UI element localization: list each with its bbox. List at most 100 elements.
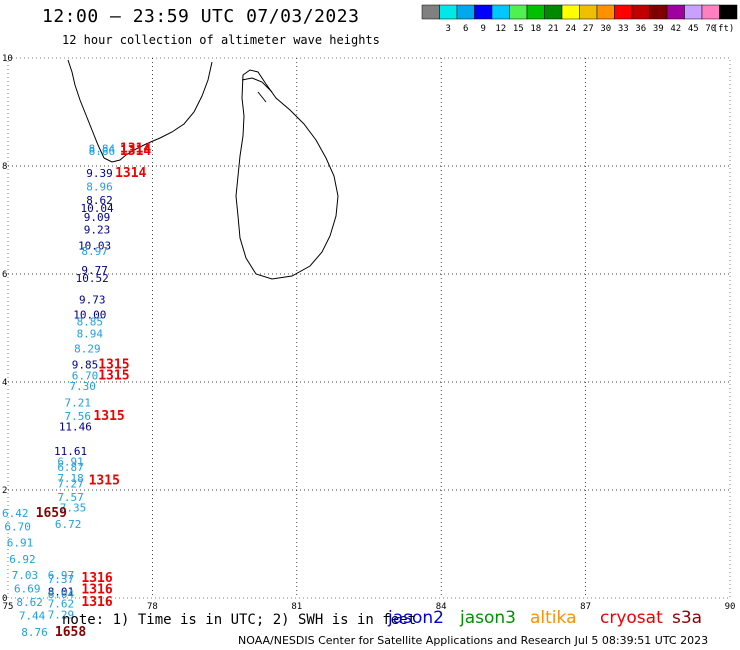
wave-height-label: 8.97	[81, 245, 108, 258]
wave-height-label: 9.23	[84, 224, 111, 237]
pass-time-label: 1315	[98, 368, 129, 383]
satellite-altika: altika	[530, 608, 577, 628]
wave-height-label: 7.57	[57, 491, 84, 504]
colorbar-bin	[719, 4, 738, 20]
colorbar-label: 6	[463, 24, 468, 34]
pass-time-label: 1315	[93, 409, 124, 424]
wave-height-label: 9.77	[81, 264, 108, 277]
colorbar-label: 42	[670, 24, 681, 34]
wave-height-label: 10.00	[73, 308, 106, 321]
wave-height-label: 8.85	[77, 315, 104, 328]
wave-height-label: 7.56	[65, 410, 92, 423]
wave-height-label: 11.46	[59, 421, 92, 434]
y-tick-label: 6	[2, 270, 7, 280]
wave-height-label: 6.92	[9, 553, 36, 566]
wave-height-label: 8.76	[21, 626, 48, 639]
pass-time-label: 1316	[81, 571, 112, 586]
wave-height-label: 10.52	[76, 272, 109, 285]
y-tick-label: 8	[2, 162, 7, 172]
wave-height-label: 8.01	[48, 585, 75, 598]
axis-labels: 75 78 81 84 87 90 0 2 4 6 8 10	[2, 54, 735, 612]
wave-height-label: 8.84	[89, 143, 116, 156]
color-legend: 3 6 9 12 15 18 21 24 27 30 33 36 39 42 45 70(ft)	[421, 4, 738, 34]
wave-height-label: 8.04	[48, 588, 75, 601]
x-tick-label: 78	[147, 602, 158, 612]
colorbar-label: 21	[548, 24, 559, 34]
pass-time-label: 1316	[81, 583, 112, 598]
satellite-jason3: jason3	[460, 608, 516, 628]
y-tick-label: 10	[2, 54, 13, 64]
colorbar-label: 70	[705, 24, 716, 34]
pass-time-label: 1314	[115, 166, 146, 181]
pass-time-label: 1315	[89, 474, 120, 489]
wave-height-label: 6.70	[4, 521, 31, 534]
wave-height-label: 8.29	[74, 342, 101, 355]
wave-height-label: 11.61	[54, 445, 87, 458]
x-tick-label: 81	[291, 602, 302, 612]
wave-height-label: 9.09	[84, 211, 111, 224]
satellite-s3a: s3a	[672, 608, 703, 628]
wave-height-label: 7.62	[48, 598, 75, 611]
colorbar-label: 24	[565, 24, 576, 34]
jaffna-coast	[241, 77, 273, 103]
wave-height-label: 10.03	[78, 240, 111, 253]
colorbar-label: 45	[688, 24, 699, 34]
credit-line: NOAA/NESDIS Center for Satellite Applica…	[238, 634, 709, 647]
colorbar-label: 3	[446, 24, 451, 34]
colorbar-label: 15	[513, 24, 524, 34]
wave-height-label: 6.91	[57, 456, 84, 469]
sri-lanka-coastline	[235, 69, 339, 280]
wave-height-label: 6.91	[7, 537, 34, 550]
wave-height-label: 8.62	[16, 596, 43, 609]
wave-height-label: 7.03	[12, 569, 39, 582]
x-tick-label: 87	[580, 602, 591, 612]
footnote: note: 1) Time is in UTC; 2) SWH is in fe…	[62, 612, 417, 628]
wave-height-label: 6.72	[55, 518, 82, 531]
y-tick-label: 2	[2, 486, 7, 496]
wave-height-label: 6.42	[2, 507, 29, 520]
wave-height-label: 7.30	[69, 380, 96, 393]
wave-height-label: 9.73	[79, 294, 106, 307]
map-title: 12:00 – 23:59 UTC 07/03/2023	[42, 6, 360, 27]
colorbar-label: 33	[618, 24, 629, 34]
colorbar-label: 27	[583, 24, 594, 34]
pass-time-label: 1315	[98, 358, 129, 373]
wave-height-label: 7.29	[48, 609, 75, 622]
wave-height-label: 8.94	[77, 328, 104, 341]
pass-time-label: 1658	[55, 625, 86, 640]
satellite-cryosat: cryosat	[600, 608, 663, 628]
wave-height-label: 7.21	[65, 396, 92, 409]
x-tick-label: 90	[725, 602, 736, 612]
wave-height-label: 6.97	[48, 569, 75, 582]
wave-height-label: 7.35	[60, 502, 87, 515]
map-subtitle: 12 hour collection of altimeter wave hei…	[62, 33, 380, 47]
india-coastline	[67, 59, 105, 159]
wave-height-label: 10.04	[80, 202, 113, 215]
wave-height-label: 9.85	[72, 359, 99, 372]
wave-height-label: 8.86	[89, 145, 116, 158]
x-tick-label: 75	[3, 602, 14, 612]
wave-height-label: 8.96	[86, 180, 113, 193]
pass-time-label: 1314	[120, 144, 151, 159]
colorbar-label: 12	[495, 24, 506, 34]
pass-time-label: 1314	[120, 142, 151, 157]
wave-height-label: 6.87	[57, 461, 84, 474]
colorbar-label: 9	[481, 24, 486, 34]
pass-time-label: 1659	[36, 506, 67, 521]
wave-height-label: 6.69	[14, 583, 41, 596]
coastline	[67, 59, 339, 280]
colorbar-label: 30	[600, 24, 611, 34]
wave-height-label: 6.70	[72, 369, 99, 382]
pass-time-label: 1316	[81, 595, 112, 610]
colorbar-unit: (ft)	[713, 24, 735, 34]
map-grid	[7, 57, 731, 599]
wave-height-label: 7.37	[48, 573, 75, 586]
wave-height-label: 8.62	[86, 194, 113, 207]
colorbar-label: 36	[635, 24, 646, 34]
colorbar-label: 39	[653, 24, 664, 34]
y-tick-label: 0	[2, 594, 7, 604]
wave-height-label: 7.18	[57, 472, 84, 485]
wave-height-label: 7.44	[19, 610, 46, 623]
